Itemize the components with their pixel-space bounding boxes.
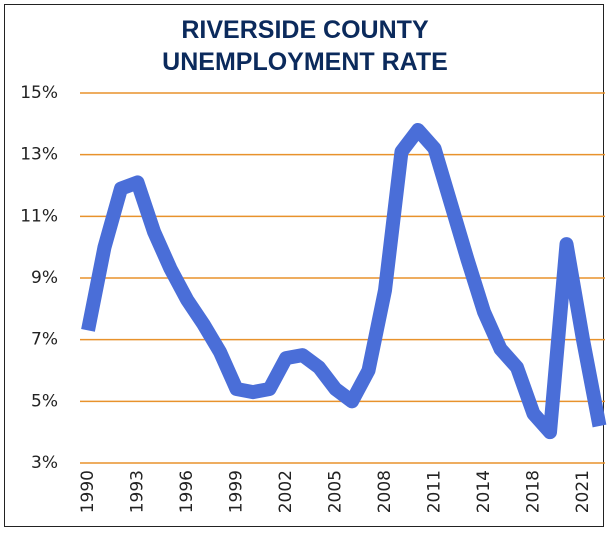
x-tick-label: 2008 [375,470,395,513]
x-tick-label: 1990 [78,470,98,513]
line-series [81,123,607,440]
y-tick-label: 5% [31,391,58,411]
chart-title: RIVERSIDE COUNTY UNEMPLOYMENT RATE [162,16,448,76]
x-tick-label: 2002 [276,470,296,513]
x-tick-label: 2011 [425,470,445,513]
x-tick-label: 1996 [177,470,197,513]
x-tick-label: 2018 [524,470,544,513]
x-tick-label: 2014 [474,470,494,513]
y-tick-label: 9% [31,268,58,288]
x-tick-label: 2005 [326,470,346,513]
chart-frame [4,4,604,527]
y-tick-label: 3% [31,453,58,473]
y-tick-label: 7% [31,330,58,350]
x-tick-label: 1993 [128,470,148,513]
y-tick-label: 15% [20,83,58,103]
x-tick-label: 2021 [573,470,593,513]
y-tick-label: 11% [20,206,58,226]
x-tick-label: 1999 [227,470,247,513]
y-tick-label: 13% [20,145,58,165]
